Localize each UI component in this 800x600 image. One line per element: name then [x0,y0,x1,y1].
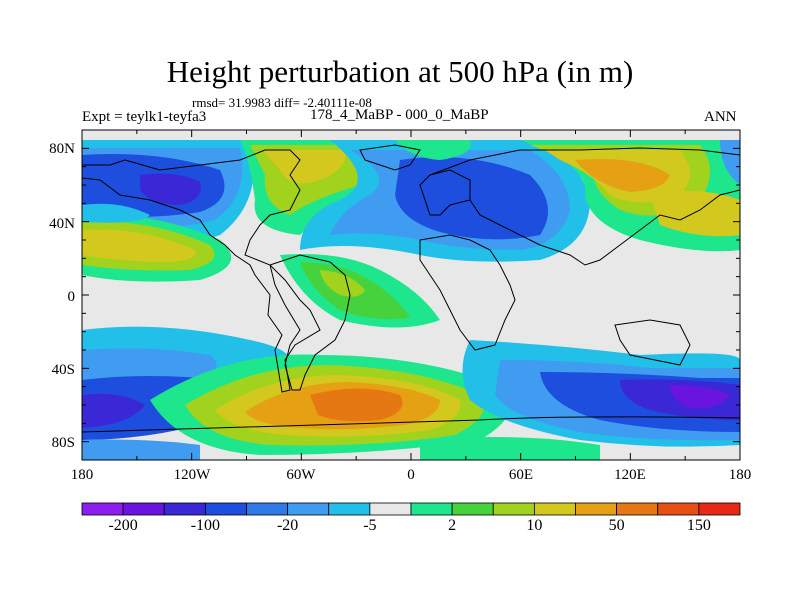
colorbar-swatch [287,502,330,516]
lon-tick-label: 0 [407,467,415,483]
contour-high-arctic [395,140,471,160]
period-label: 178_4_MaBP - 000_0_MaBP [310,107,489,123]
colorbar-swatch [328,502,371,516]
colorbar-swatch [204,502,247,516]
lat-tick-label: 0 [67,289,76,305]
colorbar-swatch [657,502,700,516]
colorbar-swatch [81,502,124,516]
colorbar-label: 10 [526,517,543,534]
lon-tick-label: 60E [508,467,534,483]
stats-line: rmsd= 31.9983 diff= -2.40111e-08 [192,95,372,110]
colorbar-label: 150 [686,517,711,534]
lat-tick-label: 40S [51,362,75,378]
lon-tick-label: 60W [286,467,316,483]
continent-outlines [82,144,740,433]
colorbar-swatch [492,502,535,516]
lat-tick-label: 80N [49,141,75,157]
colorbar-swatch [410,502,453,516]
axis-ticks [81,129,741,461]
colorbar-swatch [369,502,412,516]
plot-title: Height perturbation at 500 hPa (in m) [166,54,634,89]
colorbar-label: 50 [608,517,625,534]
lat-tick-label: 40N [49,216,75,232]
colorbar-label: -20 [276,517,299,534]
colorbar-swatch [163,502,206,516]
colorbar-label: -5 [363,517,377,534]
contour-field [82,130,740,460]
experiment-label: Expt = teylk1-teyfa3 [82,109,207,125]
colorbar-label: -100 [190,517,221,534]
lon-tick-label: 180 [728,467,752,483]
lat-tick-label: 80S [51,435,75,451]
colorbar-label: -200 [108,517,138,534]
colorbar [81,502,741,516]
colorbar-swatch [616,502,659,516]
colorbar-swatch [122,502,165,516]
colorbar-swatch [698,502,741,516]
colorbar-swatch [451,502,494,516]
lon-tick-label: 120W [173,467,211,483]
colorbar-swatch [533,502,576,516]
colorbar-label: 2 [448,517,457,534]
lon-tick-label: 180 [70,467,94,483]
colorbar-swatch [246,502,289,516]
colorbar-swatch [575,502,618,516]
season-label: ANN [704,109,737,125]
lon-tick-label: 120E [614,467,646,483]
